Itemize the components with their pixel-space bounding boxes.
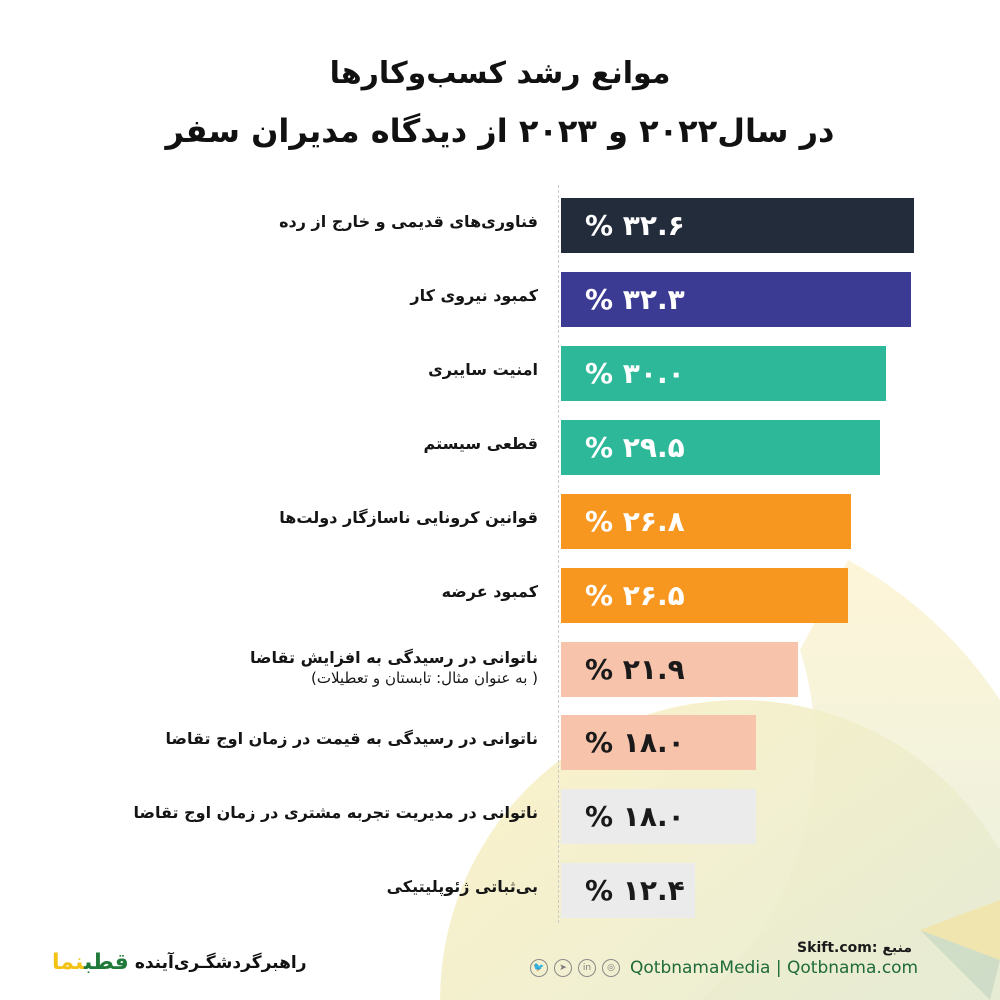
bar-label: کمبود نیروی کار (410, 286, 538, 305)
bar-label-text: فناوری‌های قدیمی و خارج از رده (279, 212, 538, 231)
twitter-icon[interactable]: 🐦 (530, 959, 548, 977)
bar-label-text: امنیت سایبری (428, 360, 538, 379)
bar: % ۱۲.۴ (561, 863, 695, 918)
bar-label-text: قطعی سیستم (423, 434, 538, 453)
bar: % ۱۸.۰ (561, 715, 756, 770)
bar-label: امنیت سایبری (428, 360, 538, 379)
bar: % ۲۱.۹ (561, 642, 798, 697)
bar: % ۳۲.۳ (561, 272, 911, 327)
bar-label: کمبود عرضه (442, 582, 538, 601)
bar-label: قطعی سیستم (424, 434, 538, 453)
bar-label-text: ناتوانی در مدیریت تجربه مشتری در زمان او… (133, 803, 538, 822)
bar-value: % ۱۲.۴ (585, 874, 685, 907)
bar-label: قوانین کرونایی ناسازگار دولت‌ها (279, 508, 538, 527)
bar-label-text: ناتوانی در رسیدگی به افزایش تقاضا (250, 648, 538, 667)
bar-label-text: بی‌ثباتی ژئوپلیتیکی (386, 877, 538, 896)
brand-logo-part2: نما (52, 950, 84, 975)
bar: % ۲۶.۸ (561, 494, 851, 549)
chart-title-line1: موانع رشد کسب‌وکارها (329, 56, 671, 91)
bar: % ۳۲.۶ (561, 198, 914, 253)
bar-value: % ۱۸.۰ (585, 726, 685, 759)
telegram-icon[interactable]: ➤ (554, 959, 572, 977)
bar-label-text: کمبود نیروی کار (410, 286, 538, 305)
bar: % ۲۹.۵ (561, 420, 880, 475)
bar-label: فناوری‌های قدیمی و خارج از رده (279, 212, 538, 231)
bar: % ۲۶.۵ (561, 568, 848, 623)
bar-value: % ۳۰.۰ (585, 357, 685, 390)
bar-label-subtext: ( به عنوان مثال: تابستان و تعطیلات) (311, 669, 538, 687)
bar-label-text: ناتوانی در رسیدگی به قیمت در زمان اوج تق… (165, 729, 538, 748)
footer-social-links: 🐦 ➤ in ◎ QotbnamaMedia | Qotbnama.com (530, 958, 918, 978)
footer-links-text[interactable]: QotbnamaMedia | Qotbnama.com (630, 958, 919, 978)
instagram-icon[interactable]: ◎ (602, 959, 620, 977)
linkedin-icon[interactable]: in (578, 959, 596, 977)
bar: % ۱۸.۰ (561, 789, 756, 844)
bar-value: % ۳۲.۳ (585, 283, 685, 316)
bar-value: % ۲۱.۹ (585, 653, 685, 686)
bar-value: % ۲۶.۵ (585, 579, 685, 612)
brand-logo: قطبنما (52, 950, 129, 975)
brand: راهبرگردشگـری‌آینده قطبنما (52, 950, 307, 975)
brand-logo-part1: قطب (84, 950, 129, 975)
axis-baseline (558, 185, 559, 923)
bar-value: % ۱۸.۰ (585, 800, 685, 833)
bar-label: ناتوانی در رسیدگی به افزایش تقاضا ( به عن… (250, 648, 538, 687)
bar-label-text: قوانین کرونایی ناسازگار دولت‌ها (279, 508, 538, 527)
chart-title-line2: در سال۲۰۲۲ و ۲۰۲۳ از دیدگاه مدیران سفر (165, 112, 835, 150)
bar-label: ناتوانی در رسیدگی به قیمت در زمان اوج تق… (166, 729, 538, 748)
bar: % ۳۰.۰ (561, 346, 886, 401)
source-credit: منبع :Skift.com (797, 940, 912, 956)
bar-label: ناتوانی در مدیریت تجربه مشتری در زمان او… (134, 803, 538, 822)
bar-label: بی‌ثباتی ژئوپلیتیکی (387, 877, 538, 896)
bar-value: % ۳۲.۶ (585, 209, 685, 242)
bar-label-text: کمبود عرضه (441, 582, 538, 601)
brand-tagline: راهبرگردشگـری‌آینده (134, 952, 307, 973)
bar-value: % ۲۶.۸ (585, 505, 685, 538)
bar-value: % ۲۹.۵ (585, 431, 685, 464)
